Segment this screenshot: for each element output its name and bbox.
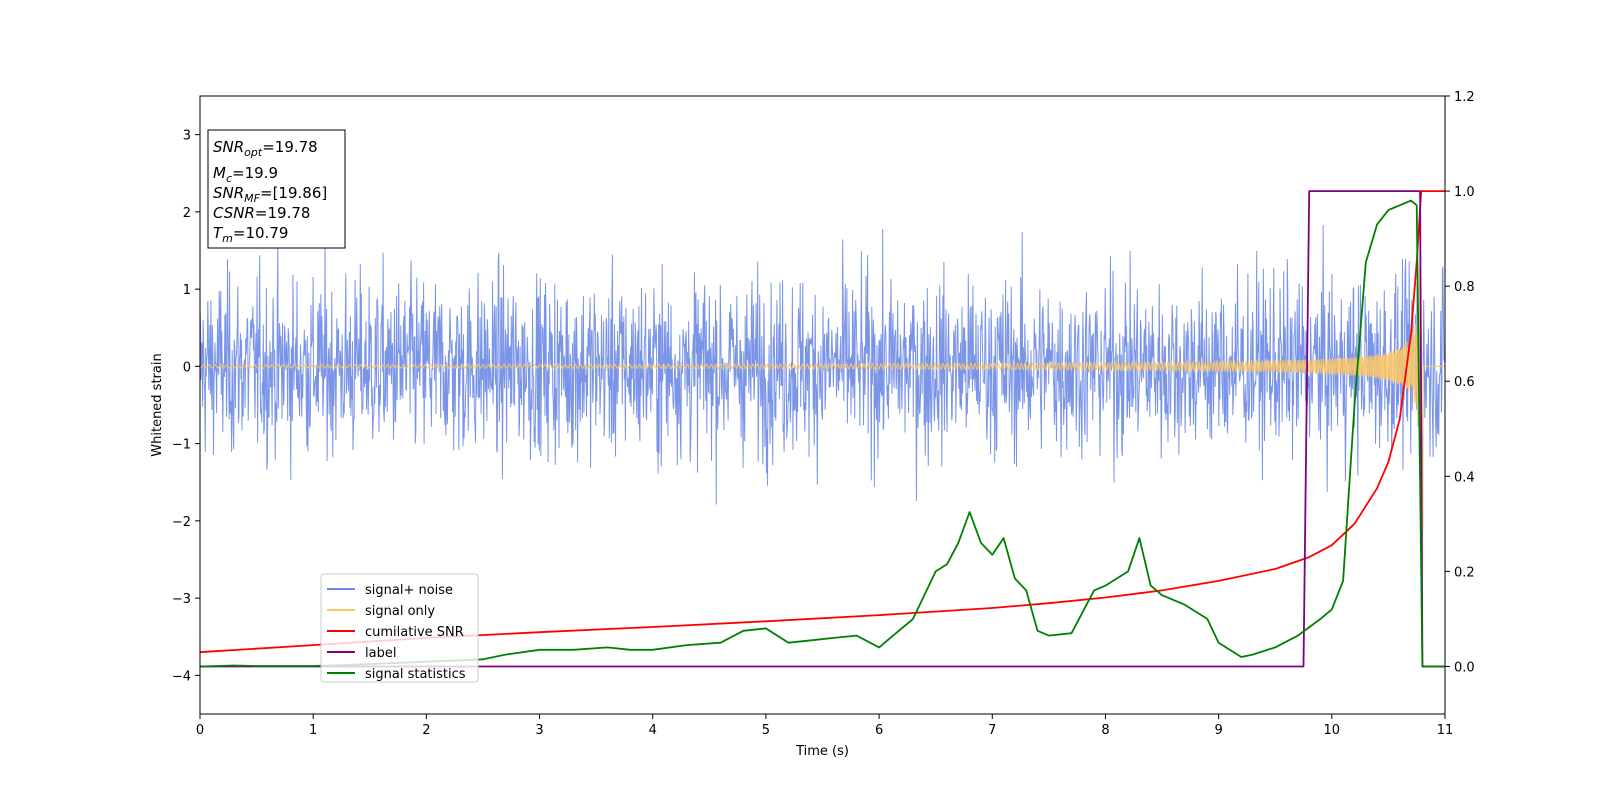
- x-tick-label: 1: [309, 723, 317, 738]
- x-axis: 0 1 2 3 4 5 6 7 8 9 10 11: [196, 714, 1453, 738]
- annotation-line: SNRopt=19.78: [213, 138, 318, 159]
- legend: signal+ noise signal only cumilative SNR la…: [320, 573, 479, 683]
- y2-tick-label: 0.4: [1454, 470, 1475, 485]
- x-tick-label: 4: [649, 723, 657, 738]
- y-tick-label: −1: [172, 438, 191, 453]
- annotation-line: SNRMF=[19.86]: [213, 184, 327, 205]
- y2-tick-label: 0.6: [1454, 375, 1475, 390]
- y-tick-label: −2: [172, 515, 191, 530]
- x-axis-label: Time (s): [795, 744, 849, 759]
- x-tick-label: 2: [422, 723, 430, 738]
- x-tick-label: 3: [535, 723, 543, 738]
- series-cumulative-snr: [200, 190, 1445, 654]
- plot-frame: [199, 95, 1446, 715]
- series-signal-noise: [200, 224, 1445, 568]
- y-tick-label: 3: [183, 129, 191, 144]
- legend-entry: label: [365, 646, 396, 661]
- series-signal-statistics: [200, 199, 1445, 668]
- y-tick-label: 2: [183, 206, 191, 221]
- y-tick-label: −4: [172, 669, 191, 684]
- series-layer: [200, 190, 1445, 668]
- x-tick-label: 9: [1214, 723, 1222, 738]
- y2-tick-label: 1.0: [1454, 185, 1475, 200]
- y2-tick-label: 0.2: [1454, 565, 1475, 580]
- y-axis-right: 1.2 1.0 0.8 0.6 0.4 0.2 0.0: [1445, 90, 1475, 675]
- annotation-line: Tm=10.79: [213, 224, 288, 245]
- legend-entry: signal+ noise: [365, 583, 453, 598]
- y2-tick-label: 1.2: [1454, 90, 1475, 105]
- series-signal-only: [200, 266, 1445, 531]
- x-tick-label: 6: [875, 723, 883, 738]
- x-tick-label: 7: [988, 723, 996, 738]
- annotation-box: SNRopt=19.78 Mc=19.9SNRMF=[19.86]CSNR=19.…: [207, 129, 346, 249]
- x-tick-label: 8: [1101, 723, 1109, 738]
- x-tick-label: 11: [1437, 723, 1454, 738]
- y-tick-label: 1: [183, 283, 191, 298]
- annotation-line: Mc=19.9: [213, 164, 278, 185]
- legend-entry: signal only: [365, 604, 435, 619]
- legend-entry: cumilative SNR: [365, 625, 464, 640]
- x-tick-label: 10: [1324, 723, 1341, 738]
- annotation-line: CSNR=19.78: [213, 204, 310, 222]
- x-tick-label: 0: [196, 723, 204, 738]
- legend-entry: signal statistics: [365, 667, 466, 682]
- y2-tick-label: 0.8: [1454, 280, 1475, 295]
- y-tick-label: 0: [183, 360, 191, 375]
- y-axis-label: Whitened strain: [150, 353, 165, 456]
- y2-tick-label: 0.0: [1454, 660, 1475, 675]
- y-tick-label: −3: [172, 592, 191, 607]
- x-tick-label: 5: [762, 723, 770, 738]
- y-axis-left: 3 2 1 0 −1 −2 −3 −4: [172, 129, 200, 684]
